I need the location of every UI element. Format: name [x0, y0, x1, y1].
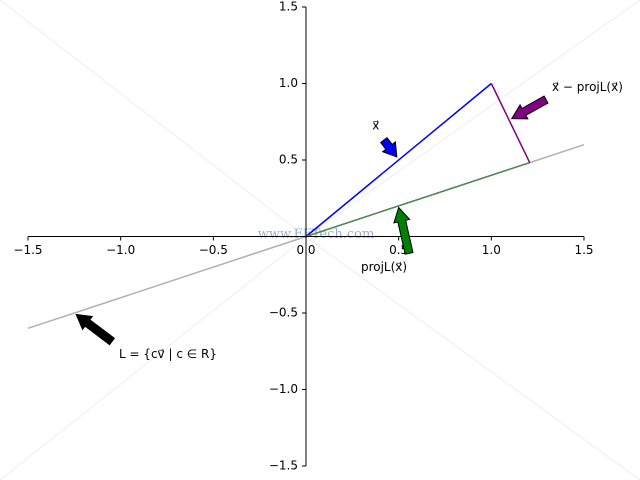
- annotation-arrow: [75, 313, 116, 346]
- x-tick-label: −0.5: [199, 243, 228, 257]
- x-tick-label: 0.0: [296, 243, 315, 257]
- annotation-label: projL(x⃗): [361, 260, 407, 274]
- x-tick-label: −1.5: [13, 243, 42, 257]
- y-tick-label: 1.5: [279, 0, 298, 14]
- bg-line: [0, 0, 307, 238]
- annotation-arrow: [379, 136, 398, 158]
- annotation-label: x⃗: [372, 119, 379, 133]
- bg-line: [305, 0, 640, 238]
- bg-line: [305, 236, 640, 480]
- line: [305, 82, 492, 238]
- bg-line: [0, 236, 307, 480]
- y-tick-label: −1.5: [269, 459, 298, 473]
- annotation-arrow: [393, 206, 414, 255]
- x-tick-label: 1.0: [482, 243, 501, 257]
- watermark: www.FFTech.com: [258, 227, 375, 242]
- y-tick-label: −0.5: [269, 306, 298, 320]
- x-tick-label: −1.0: [106, 243, 135, 257]
- annotation-label: x⃗ − projL(x⃗): [552, 80, 623, 94]
- y-tick-label: 1.0: [279, 76, 298, 90]
- annotation-label: L = {cv⃗ | c ∈ R}: [119, 347, 217, 361]
- x-tick-label: 1.5: [574, 243, 593, 257]
- line: [490, 83, 531, 163]
- y-tick-label: −1.0: [269, 382, 298, 396]
- y-tick-label: 0.5: [279, 153, 298, 167]
- line: [305, 161, 530, 238]
- annotation-arrow: [510, 95, 549, 120]
